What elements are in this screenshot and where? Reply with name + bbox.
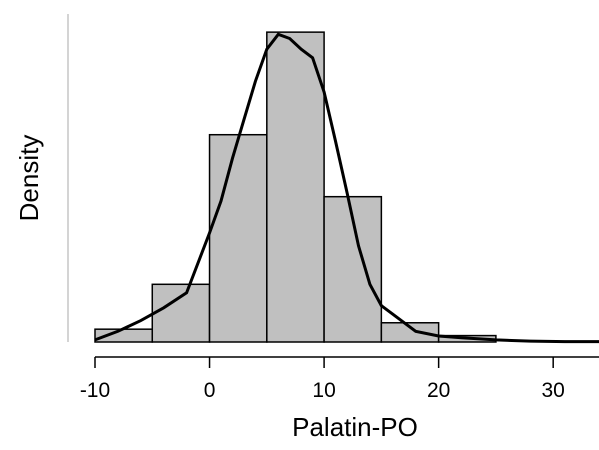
histogram-bar-5: [380, 322, 440, 343]
x-tick-label-4: 30: [542, 379, 565, 402]
y-axis-title: Density: [14, 135, 44, 222]
x-tick-label-0: -10: [80, 379, 110, 402]
x-tick-label-2: 10: [312, 379, 335, 402]
x-axis-title: Palatin-PO: [292, 412, 418, 442]
x-tick-label-1: 0: [204, 379, 216, 402]
density-curve: [94, 32, 599, 344]
x-tick-label-3: 20: [427, 379, 450, 402]
x-axis-ticks: -10 0 10 20 30: [80, 357, 565, 402]
histogram-bar-2: [208, 133, 268, 343]
histogram-bar-3: [266, 31, 325, 343]
histogram-bar-1: [151, 283, 211, 343]
histogram-bars: [94, 31, 497, 343]
